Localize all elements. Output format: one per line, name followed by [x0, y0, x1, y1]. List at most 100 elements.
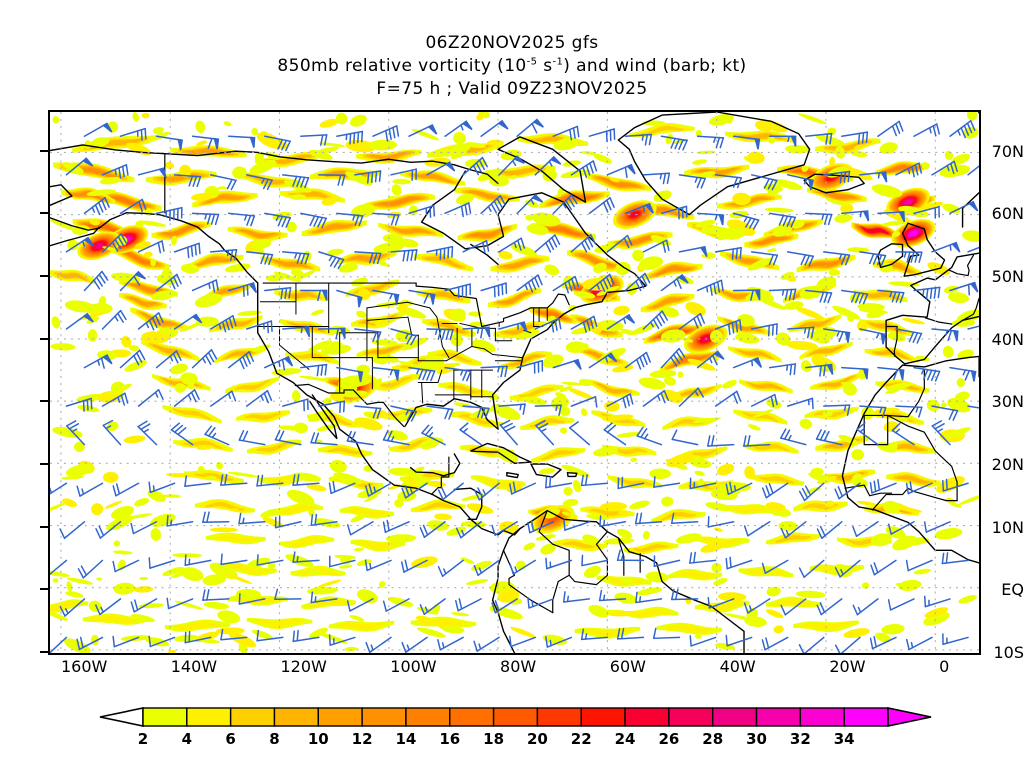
vorticity-speckle: [695, 129, 702, 138]
wind-barb: [786, 251, 814, 267]
vorticity-speckle: [939, 164, 971, 178]
vorticity-speckle: [262, 517, 285, 528]
vorticity-speckle: [51, 316, 61, 329]
wind-barb: [498, 321, 528, 333]
vorticity-speckle: [629, 500, 650, 510]
wind-barb: [130, 521, 158, 535]
wind-barb: [444, 202, 472, 218]
vorticity-speckle: [913, 568, 931, 575]
y-tick-label: 20N: [991, 454, 1024, 474]
wind-barb: [678, 174, 706, 189]
vorticity-contour-band: [738, 349, 772, 360]
wind-barb: [329, 555, 356, 568]
vorticity-speckle: [540, 543, 556, 555]
vorticity-speckle: [856, 501, 879, 507]
vorticity-contour-band: [275, 504, 316, 514]
vorticity-speckle: [704, 252, 716, 259]
vorticity-contour-band: [581, 319, 612, 333]
coastline-path: [470, 442, 532, 464]
vorticity-speckle: [824, 500, 835, 507]
wind-barb: [184, 475, 212, 487]
vorticity-contour-band: [753, 444, 789, 452]
vorticity-speckle: [850, 150, 868, 158]
wind-barb: [148, 481, 176, 494]
vorticity-speckle: [289, 194, 307, 200]
wind-barb: [346, 521, 374, 536]
vorticity-speckle: [290, 268, 304, 277]
vorticity-speckle: [883, 500, 901, 514]
colorbar-tick-label: 16: [439, 730, 461, 748]
vorticity-speckle: [231, 508, 239, 512]
wind-barb: [83, 270, 109, 292]
y-tick-mark: [40, 149, 48, 152]
y-tick-label: 70N: [991, 141, 1024, 161]
wind-barb: [77, 559, 104, 579]
vorticity-speckle: [563, 486, 573, 496]
wind-barb: [750, 323, 778, 337]
vorticity-speckle: [573, 291, 596, 299]
vorticity-contour-band: [729, 505, 770, 513]
vorticity-speckle: [165, 161, 175, 170]
vorticity-contour-band: [562, 541, 598, 549]
vorticity-contour-band: [611, 447, 647, 455]
wind-barb: [437, 636, 464, 651]
vorticity-speckle: [150, 513, 176, 527]
vorticity-speckle: [744, 465, 755, 479]
vorticity-speckle: [209, 527, 238, 532]
vorticity-speckle: [392, 178, 411, 185]
vorticity-contour-band: [810, 345, 842, 356]
wind-barb: [246, 320, 273, 334]
wind-barb: [202, 589, 230, 601]
coastline-path: [50, 226, 100, 247]
wind-barb: [750, 174, 778, 191]
coastline-path: [902, 355, 979, 368]
vorticity-contour-band: [357, 540, 398, 550]
wind-barb: [227, 282, 258, 297]
vorticity-speckle: [477, 168, 502, 182]
vorticity-speckle: [369, 319, 390, 325]
title-field-mid: s: [537, 56, 553, 76]
colorbar-segment: [273, 707, 319, 727]
wind-barb: [588, 197, 615, 215]
vorticity-speckle: [456, 193, 475, 205]
vorticity-speckle: [596, 285, 620, 296]
wind-barb: [473, 636, 500, 652]
wind-barb: [95, 598, 122, 616]
vorticity-speckle: [902, 318, 926, 325]
wind-barb: [76, 636, 104, 651]
coastline-path: [453, 487, 483, 520]
wind-barb: [877, 211, 906, 223]
wind-barb: [804, 289, 833, 304]
vorticity-speckle: [91, 137, 110, 148]
wind-barb: [50, 636, 68, 653]
vorticity-speckle: [798, 113, 827, 125]
colorbar-segment: [536, 707, 582, 727]
colorbar-tick-label: 10: [307, 730, 329, 748]
x-tick-label: 100W: [390, 657, 437, 676]
wind-barb: [949, 200, 979, 215]
wind-barb: [426, 161, 456, 176]
vorticity-speckle: [195, 120, 206, 133]
wind-barb: [798, 482, 825, 502]
wind-barb: [137, 420, 158, 446]
wind-barb: [545, 557, 573, 570]
wind-barb: [408, 124, 438, 137]
vorticity-contour-band: [600, 177, 637, 188]
vorticity-speckle: [538, 467, 555, 475]
wind-barb: [931, 420, 951, 446]
wind-barb: [274, 429, 302, 446]
country-border-path: [538, 509, 570, 614]
wind-barb: [274, 515, 302, 529]
wind-barb: [354, 170, 382, 184]
wind-barb: [382, 429, 410, 446]
vorticity-speckle: [649, 468, 671, 479]
chart-title-block: 06Z20NOV2025 gfs 850mb relative vorticit…: [0, 32, 1024, 101]
vorticity-speckle: [50, 343, 76, 351]
vorticity-speckle: [180, 263, 200, 274]
vorticity-contour-band: [240, 229, 275, 238]
vorticity-contour-band: [120, 250, 155, 264]
vorticity-speckle: [400, 337, 429, 351]
wind-barb: [816, 521, 843, 539]
vorticity-contour-band: [698, 167, 736, 175]
vorticity-speckle: [364, 495, 378, 503]
